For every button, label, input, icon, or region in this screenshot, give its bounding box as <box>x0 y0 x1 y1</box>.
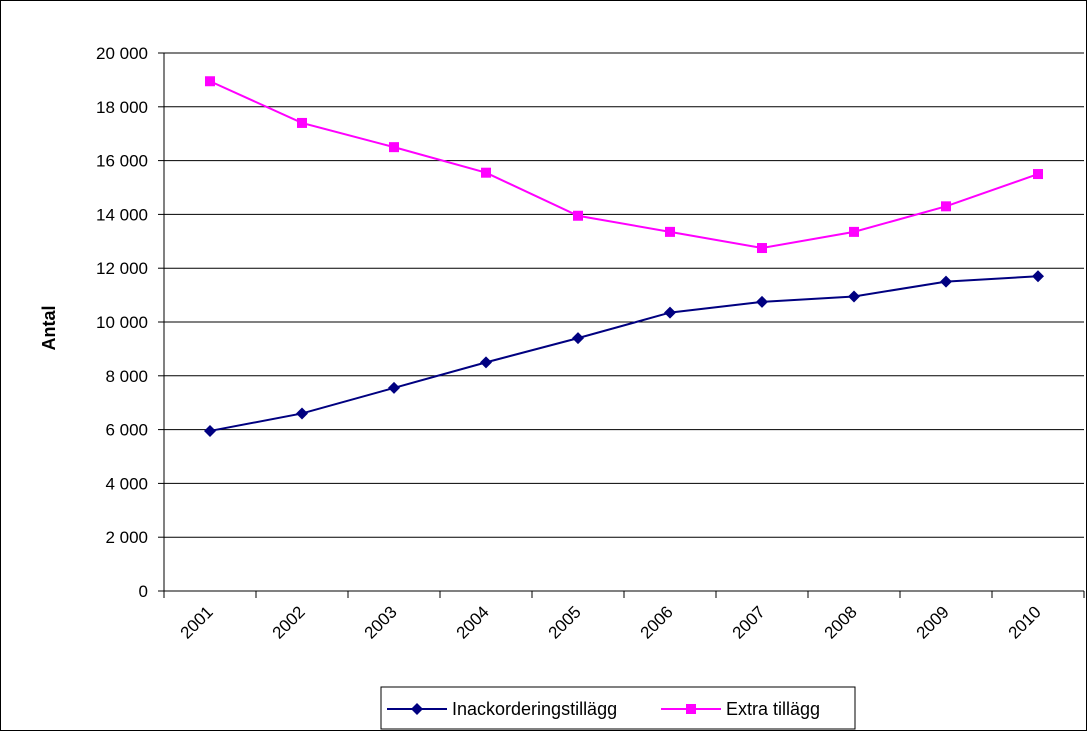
x-tick-label: 2001 <box>177 602 217 642</box>
series-line-extra-till-gg <box>209 80 1039 250</box>
x-tick-label: 2007 <box>729 602 769 642</box>
series-line-inackorderingstill-gg <box>209 275 1039 432</box>
y-axis-title: Antal <box>39 306 59 351</box>
data-point-extra-till-gg <box>481 167 491 178</box>
series <box>204 76 1044 437</box>
y-tick-label: 12 000 <box>96 259 148 278</box>
data-point-inackorderingstill-gg <box>388 381 400 394</box>
legend-label-inackorderingstillagg: Inackorderingstillägg <box>452 699 617 719</box>
legend: Inackorderingstillägg Extra tillägg <box>380 686 856 730</box>
data-point-extra-till-gg <box>297 117 307 128</box>
data-point-inackorderingstill-gg <box>756 295 768 308</box>
data-point-inackorderingstill-gg <box>572 332 584 345</box>
data-point-inackorderingstill-gg <box>848 290 860 303</box>
y-tick-label: 6 000 <box>105 421 148 440</box>
legend-label-extra-tillagg: Extra tillägg <box>726 699 820 719</box>
y-tick-labels: 0 2 000 4 000 6 000 8 000 10 000 12 000 14 000 1… <box>96 44 148 601</box>
y-tick-label: 14 000 <box>96 205 148 224</box>
axes <box>158 52 1085 598</box>
data-point-inackorderingstill-gg <box>480 356 492 369</box>
x-tick-label: 2003 <box>361 602 401 642</box>
legend-box <box>380 686 856 730</box>
y-tick-label: 10 000 <box>96 313 148 332</box>
x-tick-label: 2010 <box>1005 602 1045 642</box>
data-point-inackorderingstill-gg <box>204 424 216 437</box>
y-tick-label: 8 000 <box>105 367 148 386</box>
data-point-extra-till-gg <box>665 226 675 237</box>
y-tick-label: 18 000 <box>96 98 148 117</box>
y-tick-label: 2 000 <box>105 528 148 547</box>
data-point-extra-till-gg <box>941 201 951 212</box>
x-tick-label: 2006 <box>637 602 677 642</box>
y-tick-label: 20 000 <box>96 44 148 63</box>
x-tick-labels: 2001 2002 2003 2004 2005 2006 2007 2008 2009 2010 <box>177 602 1045 642</box>
x-tick-label: 2004 <box>453 602 493 642</box>
data-point-extra-till-gg <box>1033 169 1043 180</box>
data-point-inackorderingstill-gg <box>1032 270 1044 283</box>
y-tick-label: 16 000 <box>96 152 148 171</box>
data-point-inackorderingstill-gg <box>296 407 308 420</box>
data-point-inackorderingstill-gg <box>940 275 952 288</box>
y-tick-label: 4 000 <box>105 474 148 493</box>
data-point-inackorderingstill-gg <box>664 306 676 319</box>
data-point-extra-till-gg <box>849 226 859 237</box>
data-point-extra-till-gg <box>389 142 399 153</box>
gridlines <box>164 52 1084 538</box>
y-tick-label: 0 <box>139 582 148 601</box>
x-tick-label: 2008 <box>821 602 861 642</box>
data-point-extra-till-gg <box>757 243 767 254</box>
x-tick-label: 2002 <box>269 602 309 642</box>
x-tick-label: 2005 <box>545 602 585 642</box>
data-point-extra-till-gg <box>205 76 215 87</box>
legend-marker-extra-tillagg <box>686 704 696 714</box>
legend-marker-inackorderingstillagg <box>411 703 423 715</box>
data-point-extra-till-gg <box>573 210 583 221</box>
x-tick-label: 2009 <box>913 602 953 642</box>
